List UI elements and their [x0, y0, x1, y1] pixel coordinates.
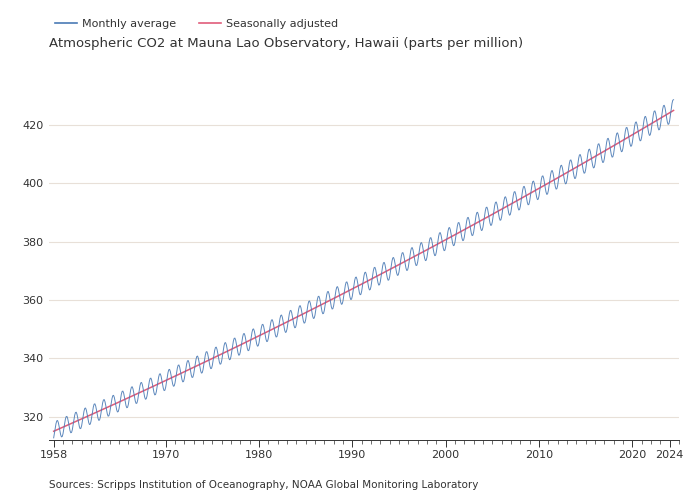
Legend: Monthly average, Seasonally adjusted: Monthly average, Seasonally adjusted: [55, 18, 339, 28]
Seasonally adjusted: [233, 344, 242, 349]
Seasonally adjusted: [270, 325, 279, 331]
Monthly average: [669, 96, 678, 102]
Seasonally adjusted: [50, 428, 58, 434]
Monthly average: [270, 328, 279, 334]
Seasonally adjusted: [392, 263, 400, 269]
Monthly average: [83, 411, 91, 417]
Seasonally adjusted: [378, 270, 386, 276]
Line: Monthly average: Monthly average: [54, 100, 673, 438]
Monthly average: [50, 435, 58, 441]
Seasonally adjusted: [83, 414, 91, 420]
Seasonally adjusted: [669, 108, 678, 114]
Monthly average: [392, 266, 400, 272]
Line: Seasonally adjusted: Seasonally adjusted: [54, 110, 673, 431]
Monthly average: [233, 346, 242, 352]
Text: Sources: Scripps Institution of Oceanography, NOAA Global Monitoring Laboratory: Sources: Scripps Institution of Oceanogr…: [49, 480, 478, 490]
Monthly average: [378, 268, 386, 274]
Seasonally adjusted: [374, 272, 383, 278]
Text: Atmospheric CO2 at Mauna Lao Observatory, Hawaii (parts per million): Atmospheric CO2 at Mauna Lao Observatory…: [49, 37, 523, 50]
Monthly average: [374, 282, 383, 288]
